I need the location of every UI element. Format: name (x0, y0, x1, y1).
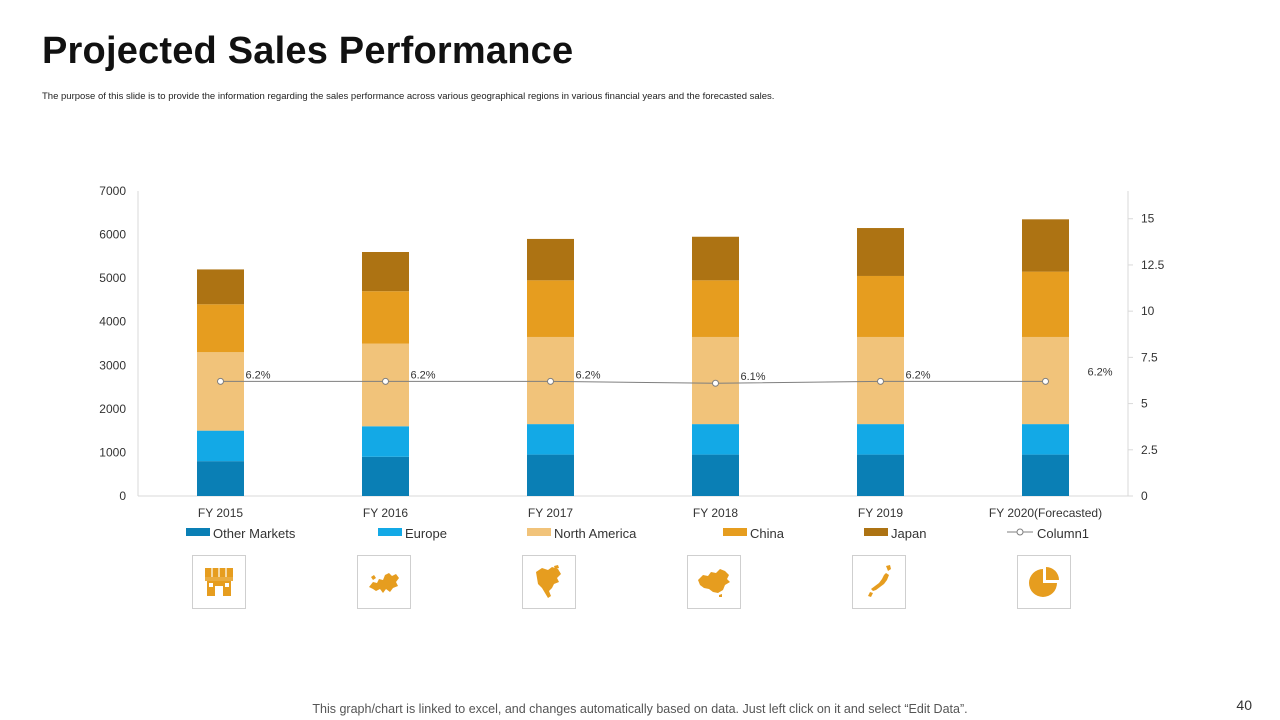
y-tick-label: 4000 (99, 315, 126, 329)
bar-segment (692, 280, 739, 337)
footer-note: This graph/chart is linked to excel, and… (312, 702, 968, 716)
china-map-icon-box (687, 555, 741, 609)
legend-swatch (723, 528, 747, 536)
page-subtitle: The purpose of this slide is to provide … (42, 91, 775, 102)
page-title: Projected Sales Performance (42, 30, 574, 72)
bar-segment (1022, 454, 1069, 496)
y2-tick-label: 7.5 (1141, 350, 1158, 364)
y-tick-label: 7000 (99, 184, 126, 198)
japan-map-icon-box (852, 555, 906, 609)
legend-label: North America (554, 526, 637, 541)
x-tick-label: FY 2018 (693, 506, 738, 520)
y-tick-label: 2000 (99, 402, 126, 416)
legend-label: China (750, 526, 785, 541)
y-tick-label: 0 (119, 489, 126, 503)
line-point (382, 377, 389, 385)
legend-label: Europe (405, 526, 447, 541)
europe-map-icon (369, 573, 399, 593)
bar-segment (857, 454, 904, 496)
line-point (877, 377, 884, 385)
china-map-icon (698, 569, 730, 597)
bar-segment (362, 252, 409, 292)
x-tick-label: FY 2017 (528, 506, 573, 520)
y2-tick-label: 10 (1141, 304, 1155, 318)
legend-label: Column1 (1037, 526, 1089, 541)
bar-segment (1022, 271, 1069, 337)
data-label: 6.2% (1088, 366, 1113, 378)
page-number: 40 (1236, 697, 1252, 713)
store-icon-box (192, 555, 246, 609)
y-tick-label: 6000 (99, 228, 126, 242)
y2-tick-label: 15 (1141, 212, 1155, 226)
bar-segment (1022, 219, 1069, 272)
bar-segment (197, 269, 244, 305)
data-label: 6.2% (576, 369, 601, 381)
x-tick-label: FY 2019 (858, 506, 903, 520)
bar-segment (197, 461, 244, 496)
y-tick-label: 1000 (99, 445, 126, 459)
pie-chart-icon (1029, 567, 1059, 597)
stacked-bar-chart[interactable]: 0 1000 2000 3000 4000 5000 6000 7000 0 2.5 5 7.5 10 1… (0, 0, 1280, 560)
bar-segment (692, 424, 739, 455)
line-series-column1 (220, 380, 1046, 384)
y2-tick-label: 5 (1141, 397, 1148, 411)
europe-map-icon-box (357, 555, 411, 609)
bar-segment (857, 424, 904, 455)
japan-map-icon (868, 565, 891, 597)
north-america-map-icon-box (522, 555, 576, 609)
line-point (1042, 377, 1049, 385)
legend-line-marker (1016, 528, 1024, 536)
pie-chart-icon-box (1017, 555, 1071, 609)
legend-swatch (527, 528, 551, 536)
bar-segment (362, 426, 409, 457)
bar-segment (857, 228, 904, 276)
bar-segment (362, 291, 409, 344)
x-tick-label: FY 2020(Forecasted) (989, 506, 1102, 520)
bar-segment (1022, 424, 1069, 455)
legend-swatch (186, 528, 210, 536)
y2-tick-label: 12.5 (1141, 258, 1165, 272)
data-label: 6.2% (246, 369, 271, 381)
line-point (712, 379, 719, 387)
y-tick-label: 3000 (99, 358, 126, 372)
y2-tick-label: 2.5 (1141, 443, 1158, 457)
data-label: 6.1% (741, 371, 766, 383)
data-label: 6.2% (411, 369, 436, 381)
north-america-map-icon (536, 565, 561, 598)
bar-segment (197, 352, 244, 431)
x-tick-label: FY 2015 (198, 506, 243, 520)
store-icon (205, 568, 233, 596)
bar-segment (527, 238, 574, 281)
bar-segment (362, 456, 409, 496)
legend-swatch (378, 528, 402, 536)
legend-swatch (864, 528, 888, 536)
bar-segment (857, 275, 904, 337)
bar-segment (692, 236, 739, 281)
bar-segment (527, 280, 574, 337)
bar-segment (197, 304, 244, 353)
bar-segment (527, 454, 574, 496)
legend-label: Japan (891, 526, 926, 541)
line-point (217, 377, 224, 385)
bar-segment (197, 430, 244, 462)
y-tick-label: 5000 (99, 271, 126, 285)
bar-segment (527, 424, 574, 455)
bar-segment (692, 454, 739, 496)
data-label: 6.2% (906, 369, 931, 381)
legend-label: Other Markets (213, 526, 296, 541)
y2-tick-label: 0 (1141, 489, 1148, 503)
x-tick-label: FY 2016 (363, 506, 408, 520)
line-point (547, 377, 554, 385)
